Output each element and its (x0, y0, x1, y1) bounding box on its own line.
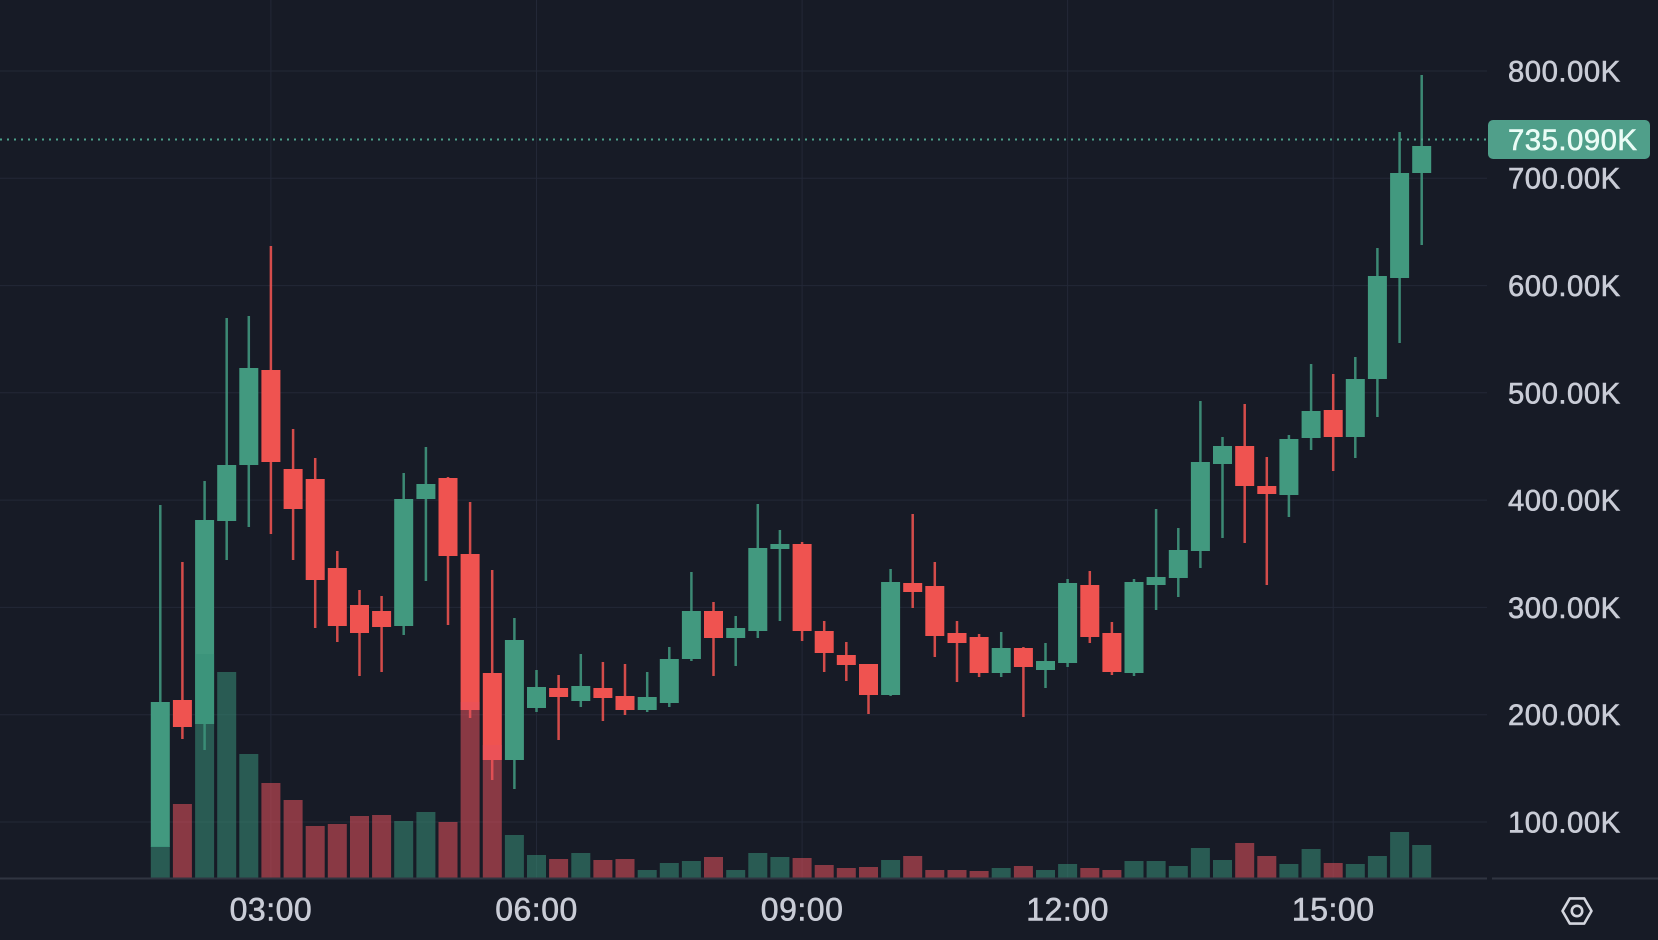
svg-text:800.00K: 800.00K (1508, 55, 1621, 88)
svg-text:09:00: 09:00 (761, 892, 844, 928)
svg-text:500.00K: 500.00K (1508, 377, 1621, 410)
svg-text:735.090K: 735.090K (1508, 124, 1637, 157)
svg-text:400.00K: 400.00K (1508, 485, 1621, 518)
svg-text:700.00K: 700.00K (1508, 163, 1621, 196)
svg-text:300.00K: 300.00K (1508, 592, 1621, 625)
svg-text:200.00K: 200.00K (1508, 699, 1621, 732)
svg-text:12:00: 12:00 (1026, 892, 1109, 928)
svg-text:100.00K: 100.00K (1508, 807, 1621, 840)
svg-text:15:00: 15:00 (1292, 892, 1375, 928)
svg-text:600.00K: 600.00K (1508, 270, 1621, 303)
svg-text:03:00: 03:00 (230, 892, 313, 928)
svg-text:06:00: 06:00 (495, 892, 578, 928)
